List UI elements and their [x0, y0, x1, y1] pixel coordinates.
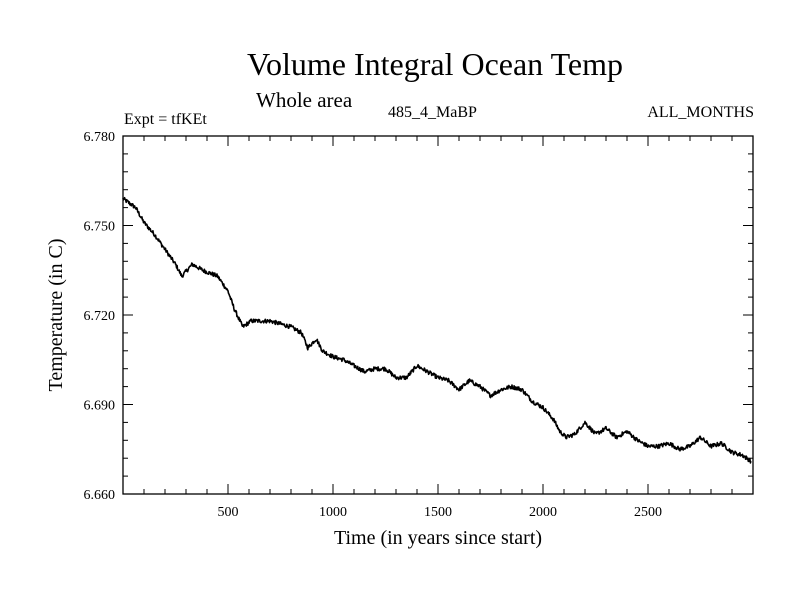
- chart-series: [122, 196, 752, 464]
- chart-axes: [122, 135, 754, 495]
- y-tick-label: 6.780: [84, 130, 116, 145]
- x-axis-label: Time (in years since start): [334, 527, 542, 549]
- months-label: ALL_MONTHS: [647, 104, 754, 121]
- y-tick-label: 6.660: [84, 488, 116, 503]
- x-tick-label: 2000: [529, 505, 557, 520]
- y-axis-label: Temperature (in C): [45, 239, 67, 392]
- chart-title: Volume Integral Ocean Temp: [246, 46, 623, 82]
- x-tick-label: 2500: [634, 505, 662, 520]
- x-tick-label: 500: [218, 505, 239, 520]
- plot-frame: [122, 135, 754, 495]
- run-label: 485_4_MaBP: [388, 104, 477, 121]
- series-line: [122, 196, 752, 464]
- x-tick-label: 1500: [424, 505, 452, 520]
- chart-labels: 500 1000 1500 2000 2500 6.660 6.690 6.720 6.750 6…: [45, 130, 662, 549]
- x-tick-label: 1000: [319, 505, 347, 520]
- y-tick-label: 6.720: [84, 309, 116, 324]
- chart-subtitle: Whole area: [256, 88, 353, 112]
- y-tick-label: 6.690: [84, 399, 116, 414]
- experiment-label: Expt = tfKEt: [124, 111, 207, 128]
- y-tick-label: 6.750: [84, 220, 116, 235]
